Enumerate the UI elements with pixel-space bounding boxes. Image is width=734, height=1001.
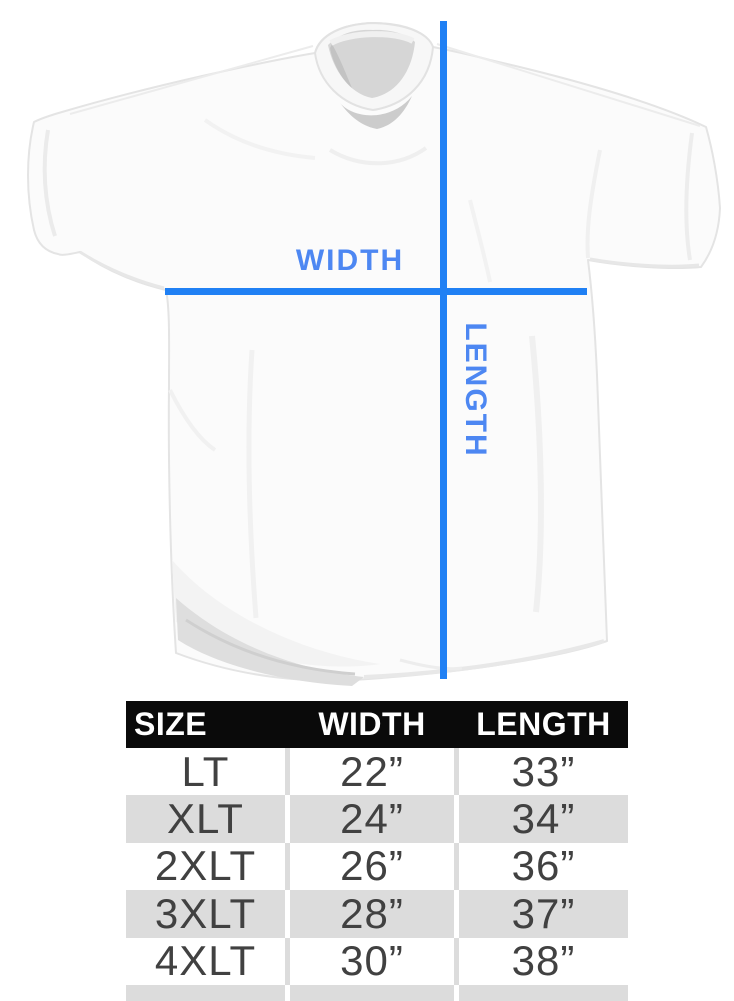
cell-length: 33” [459,748,628,796]
table-row-xlt: XLT 24” 34” [126,795,628,843]
cell-empty [126,984,285,1001]
length-axis-label: LENGTH [459,322,492,458]
cell-size: 2XLT [126,842,285,891]
table-row-partial [126,984,628,1001]
table-row-lt: LT 22” 33” [126,748,628,796]
cell-width: 26” [285,842,459,891]
tshirt-diagram: WIDTH LENGTH [27,21,721,686]
width-axis-label: WIDTH [295,244,405,277]
column-header-size: SIZE [126,701,285,748]
column-header-width: WIDTH [285,701,459,748]
size-table-header-row: SIZE WIDTH LENGTH [126,701,628,748]
size-table: SIZE WIDTH LENGTH LT 22” 33” XLT 24” 34”… [126,701,628,1001]
width-measure-line [165,288,587,295]
cell-empty [285,984,459,1001]
cell-size: 4XLT [126,937,285,985]
cell-width: 28” [285,890,459,938]
table-row-2xlt: 2XLT 26” 36” [126,842,628,891]
cell-width: 22” [285,748,459,796]
column-header-length: LENGTH [459,701,628,748]
cell-width: 30” [285,937,459,985]
cell-length: 36” [459,842,628,891]
tshirt-illustration [27,21,721,686]
cell-length: 34” [459,795,628,843]
table-row-3xlt: 3XLT 28” 37” [126,890,628,938]
table-row-4xlt: 4XLT 30” 38” [126,937,628,985]
cell-size: LT [126,748,285,796]
cell-length: 38” [459,937,628,985]
cell-length: 37” [459,890,628,938]
cell-size: 3XLT [126,890,285,938]
cell-width: 24” [285,795,459,843]
length-measure-line [440,21,447,679]
cell-size: XLT [126,795,285,843]
cell-empty [459,984,628,1001]
